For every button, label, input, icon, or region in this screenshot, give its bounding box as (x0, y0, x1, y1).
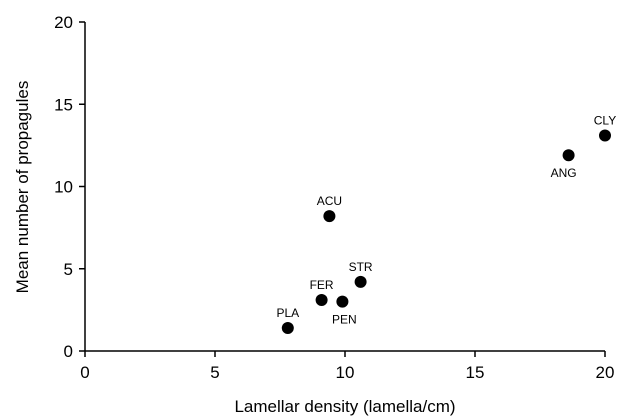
data-label-fer: FER (310, 278, 334, 292)
y-tick-label: 20 (54, 13, 73, 32)
x-tick-label: 0 (80, 363, 89, 382)
data-label-str: STR (349, 260, 373, 274)
y-tick-label: 15 (54, 95, 73, 114)
data-label-ang: ANG (551, 166, 577, 180)
data-point-fer (315, 294, 328, 307)
data-point-cly (599, 129, 611, 142)
x-tick-label: 15 (466, 363, 485, 382)
data-point-acu (323, 210, 336, 223)
x-axis-title: Lamellar density (lamella/cm) (234, 397, 455, 416)
y-tick-label: 10 (54, 178, 73, 197)
data-point-ang (562, 149, 575, 162)
data-point-pen (336, 295, 349, 308)
x-tick-label: 5 (210, 363, 219, 382)
data-label-pen: PEN (332, 313, 357, 327)
data-point-pla (281, 321, 294, 334)
y-axis-title: Mean number of propagules (13, 81, 32, 294)
x-tick-label: 20 (596, 363, 615, 382)
data-label-cly: CLY (594, 114, 616, 128)
data-points: PLA FER PEN STR ACU ANG CLY (276, 114, 616, 334)
data-label-pla: PLA (276, 306, 299, 320)
x-tick-label: 10 (336, 363, 355, 382)
data-label-acu: ACU (317, 194, 342, 208)
data-point-str (354, 275, 367, 288)
y-tick-label: 0 (64, 342, 73, 361)
y-ticks: 0 5 10 15 20 (54, 13, 85, 361)
y-tick-label: 5 (64, 260, 73, 279)
x-ticks: 0 5 10 15 20 (80, 351, 614, 382)
